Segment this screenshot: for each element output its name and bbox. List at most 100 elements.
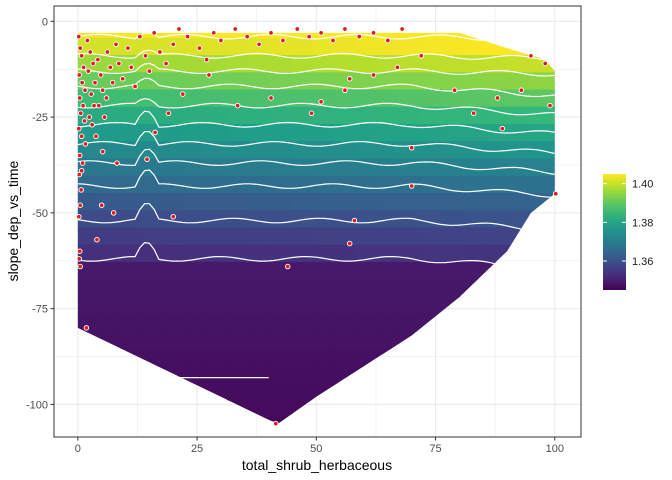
surface-cell [506,141,529,160]
surface-cell [141,227,164,246]
surface-cell [205,32,229,39]
surface-cell [227,32,250,39]
surface-cell [248,55,272,74]
surface-cell [77,141,100,160]
surface-cell [506,106,529,125]
data-point [95,56,101,63]
surface-cell [141,296,164,315]
surface-cell [205,175,229,194]
surface-cell [205,279,229,298]
surface-cell [205,89,229,108]
data-point [116,60,122,67]
surface-cell [527,72,551,91]
surface-cell [77,244,100,263]
surface-cell [420,123,443,143]
surface-cell [355,227,379,246]
surface-cell [527,89,551,108]
x-tick-label: 25 [191,443,203,455]
data-point [76,72,83,78]
surface-cell [463,244,486,263]
surface-cell [398,279,422,298]
surface-cell [184,72,207,91]
surface-cell [227,55,250,74]
surface-cell [162,32,186,39]
surface-cell [334,330,357,350]
y-axis: 0 -25 -50 -75 -100 [26,16,54,411]
surface-cell [162,123,186,143]
surface-cell [248,106,272,125]
surface-cell [463,158,486,177]
surface-cell [441,192,465,212]
data-point [128,64,135,71]
surface-cell [119,158,143,177]
data-point [418,53,424,59]
data-point [318,99,324,105]
surface-cell [227,365,250,384]
surface-cell [463,175,486,194]
surface-cell [270,227,293,246]
data-point [294,26,300,32]
surface-cell [270,32,293,39]
surface-cell [527,106,551,125]
surface-cell [398,123,422,143]
surface-cell [420,244,443,263]
surface-cell [184,330,207,350]
data-point [86,114,93,120]
surface-cell [162,296,186,315]
surface-cell [484,72,508,91]
surface-cell [484,106,508,125]
surface-cell [119,32,143,39]
surface-cell [355,279,379,298]
surface-cell [463,141,486,160]
data-point [101,114,108,120]
contour-line [77,131,555,155]
surface-cell [420,279,443,298]
data-point [99,148,106,155]
data-point [547,102,553,109]
surface-cell [506,210,529,229]
surface-cell [441,279,465,298]
surface-cell [119,330,143,350]
data-point [342,26,348,32]
surface-cell [291,244,314,263]
surface-cell [291,32,314,39]
surface-cell [377,175,400,194]
data-point [77,45,83,51]
surface-cell [420,89,443,108]
surface-cell [270,175,293,194]
data-point [78,53,85,59]
surface-cell [162,72,186,91]
surface-cell [162,141,186,160]
contour-line [77,97,555,116]
data-point [93,133,99,140]
surface-cell [162,348,186,367]
surface-cell [184,158,207,177]
data-point [98,202,105,208]
surface-cell [398,141,422,160]
surface-cell [184,123,207,143]
surface-cell [227,227,250,246]
surface-cell [205,55,229,74]
surface-cell [291,55,314,74]
data-point [399,26,405,32]
surface-cell [98,141,121,160]
surface-cell [549,141,555,160]
data-point [97,72,104,78]
surface-cell [205,313,229,332]
surface-cell [77,279,100,298]
surface-cell [527,123,551,143]
surface-cell [549,123,555,143]
surface-cell [312,175,336,194]
surface-cell [119,55,143,74]
surface-cell [98,227,121,246]
surface-cell [549,175,555,194]
surface-cell [377,330,400,350]
data-point [79,160,86,166]
data-point [94,236,100,243]
surface-cell [420,296,443,315]
surface-cell [312,227,336,246]
surface-cell [248,279,272,298]
data-point [146,68,153,74]
legend-tick-label: 1.40 [632,179,653,191]
surface-cell [506,89,529,108]
